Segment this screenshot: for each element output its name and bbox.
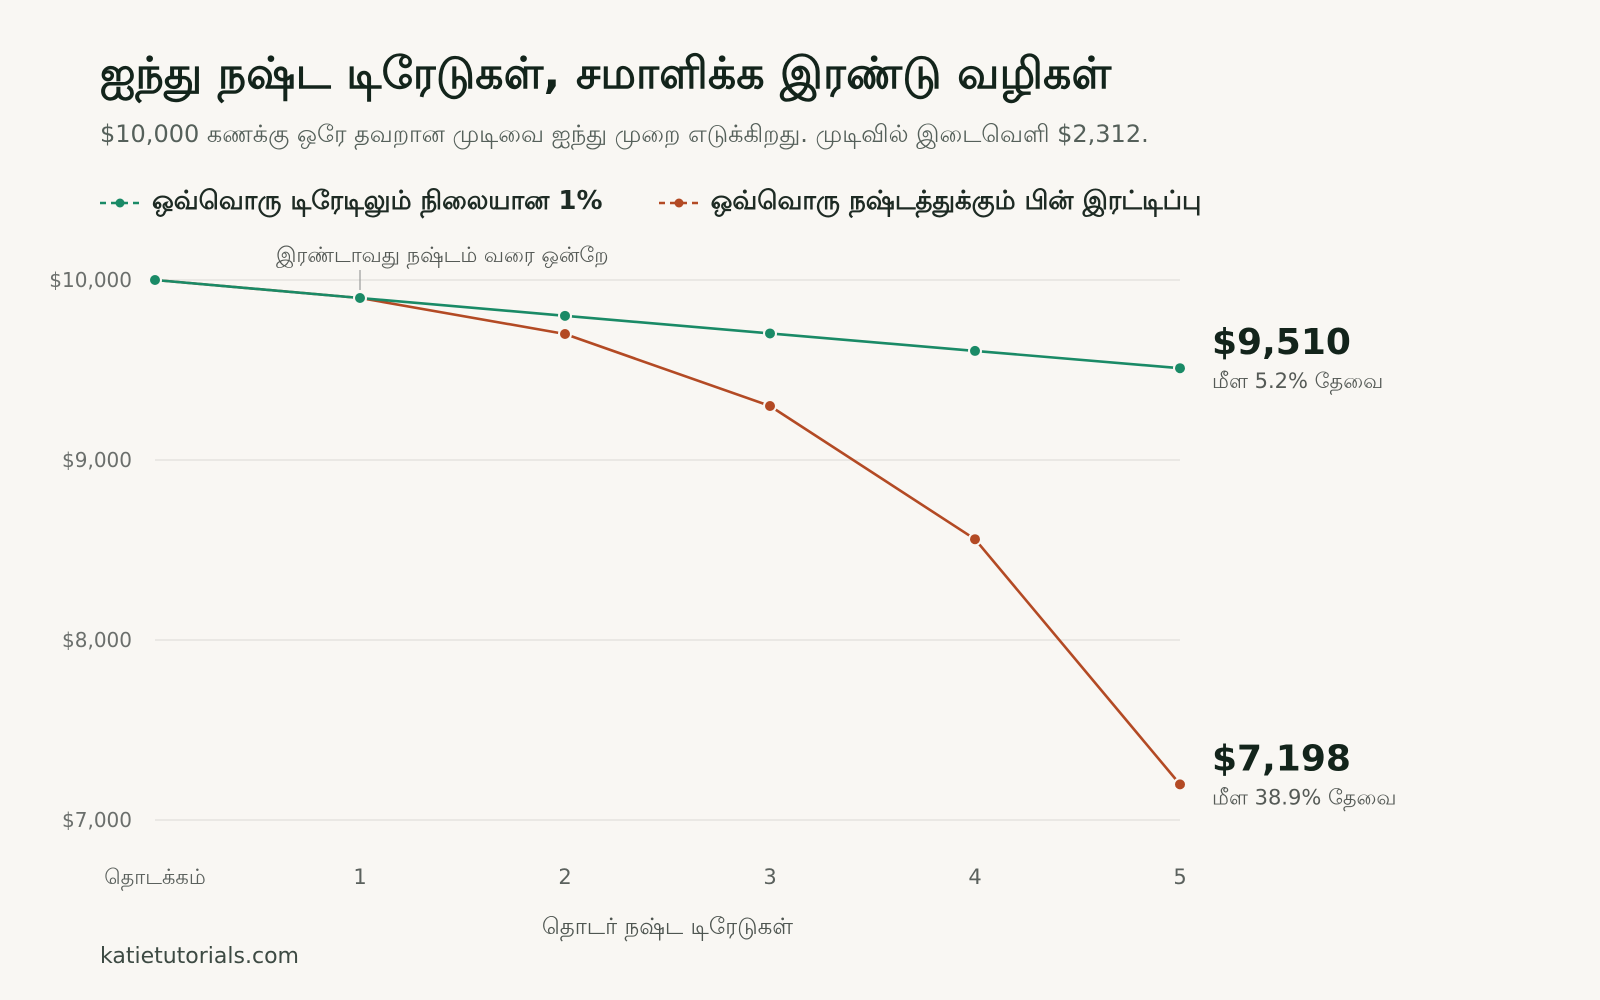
x-tick-label: 2 [558, 865, 571, 889]
data-point-1 [558, 327, 572, 341]
data-point-0 [1173, 361, 1187, 376]
x-tick-label: 1 [353, 865, 366, 889]
legend-label-fixed: ஒவ்வொரு டிரேடிலும் நிலையான 1% [152, 186, 603, 216]
end-note: மீள 5.2% தேவை [1212, 369, 1383, 395]
annotation-text: இரண்டாவது நஷ்டம் வரை ஒன்றே [276, 243, 609, 269]
legend-swatch-fixed [100, 198, 140, 207]
y-tick-label: $10,000 [49, 268, 132, 292]
data-point-0 [968, 343, 982, 358]
data-point-0 [763, 326, 777, 341]
data-point-0 [148, 273, 162, 287]
x-tick-label: 5 [1173, 865, 1186, 889]
end-note: மீள 38.9% தேவை [1212, 785, 1397, 811]
y-tick-label: $9,000 [62, 448, 132, 472]
data-point-1 [968, 532, 982, 547]
chart-title: ஐந்து நஷ்ட டிரேடுகள், சமாளிக்க இரண்டு வழ… [100, 48, 1112, 99]
legend-swatch-doubling [658, 198, 699, 207]
data-point-0 [353, 291, 367, 305]
legend-label-doubling: ஒவ்வொரு நஷ்டத்துக்கும் பின் இரட்டிப்பு [710, 186, 1202, 216]
source-credit: katietutorials.com [100, 944, 299, 969]
legend: ஒவ்வொரு டிரேடிலும் நிலையான 1% ஒவ்வொரு நஷ… [100, 186, 1257, 219]
end-value-label: $9,510 [1212, 322, 1351, 363]
x-tick-label: தொடக்கம் [104, 865, 205, 891]
y-tick-label: $8,000 [62, 628, 132, 652]
y-tick-label: $7,000 [62, 808, 132, 832]
series-line-0 [153, 278, 1182, 370]
legend-item-fixed: ஒவ்வொரு டிரேடிலும் நிலையான 1% [100, 186, 603, 219]
data-point-0 [558, 308, 572, 323]
legend-item-doubling: ஒவ்வொரு நஷ்டத்துக்கும் பின் இரட்டிப்பு [658, 186, 1202, 219]
chart-subtitle: $10,000 கணக்கு ஒரே தவறான முடிவை ஐந்து மு… [100, 120, 1149, 148]
x-tick-label: 4 [968, 865, 981, 889]
data-point-1 [763, 399, 777, 413]
end-value-label: $7,198 [1212, 738, 1351, 779]
data-point-1 [1173, 777, 1187, 792]
x-tick-label: 3 [763, 865, 776, 889]
x-axis-title: தொடர் நஷ்ட டிரேடுகள் [542, 914, 793, 941]
